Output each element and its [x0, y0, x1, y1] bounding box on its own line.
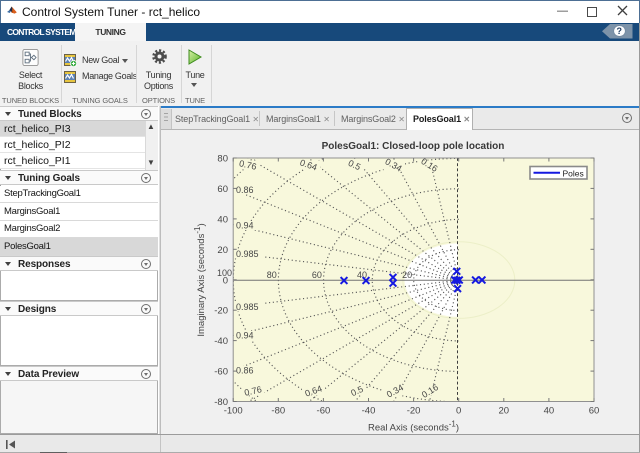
- svg-text:80: 80: [267, 270, 277, 280]
- svg-text:-80: -80: [214, 397, 228, 408]
- svg-text:-20: -20: [214, 306, 228, 317]
- svg-text:0.94: 0.94: [236, 331, 254, 341]
- svg-text:0.985: 0.985: [236, 302, 259, 312]
- svg-text:0.985: 0.985: [236, 249, 259, 259]
- svg-text:Imaginary Axis (seconds-1): Imaginary Axis (seconds-1): [193, 223, 207, 336]
- svg-text:20: 20: [217, 245, 228, 256]
- svg-text:20: 20: [499, 406, 510, 417]
- svg-text:100: 100: [217, 268, 232, 278]
- svg-text:80: 80: [217, 154, 228, 165]
- svg-text:60: 60: [217, 184, 228, 195]
- svg-text:-60: -60: [214, 367, 228, 378]
- svg-text:Real Axis (seconds-1): Real Axis (seconds-1): [368, 420, 459, 434]
- svg-text:40: 40: [217, 214, 228, 225]
- svg-text:0.5: 0.5: [349, 384, 365, 398]
- svg-text:60: 60: [589, 406, 600, 417]
- svg-text:60: 60: [312, 270, 322, 280]
- svg-text:0: 0: [456, 406, 461, 417]
- svg-text:0.76: 0.76: [243, 384, 262, 398]
- svg-text:PolesGoal1: Closed-loop pole l: PolesGoal1: Closed-loop pole location: [322, 141, 505, 152]
- svg-text:-80: -80: [271, 406, 285, 417]
- svg-text:0.94: 0.94: [236, 221, 254, 231]
- svg-text:-20: -20: [407, 406, 421, 417]
- svg-text:0: 0: [223, 275, 228, 286]
- svg-text:0.5: 0.5: [347, 158, 363, 172]
- svg-text:-40: -40: [362, 406, 376, 417]
- svg-text:40: 40: [544, 406, 555, 417]
- svg-text:40: 40: [357, 270, 367, 280]
- svg-text:0.86: 0.86: [236, 366, 254, 376]
- svg-text:0.86: 0.86: [236, 185, 254, 195]
- svg-text:20: 20: [402, 270, 412, 280]
- svg-text:-100: -100: [224, 406, 243, 417]
- svg-text:0.76: 0.76: [238, 158, 257, 172]
- svg-text:-40: -40: [214, 336, 228, 347]
- svg-text:-60: -60: [317, 406, 331, 417]
- svg-text:Poles: Poles: [563, 168, 584, 178]
